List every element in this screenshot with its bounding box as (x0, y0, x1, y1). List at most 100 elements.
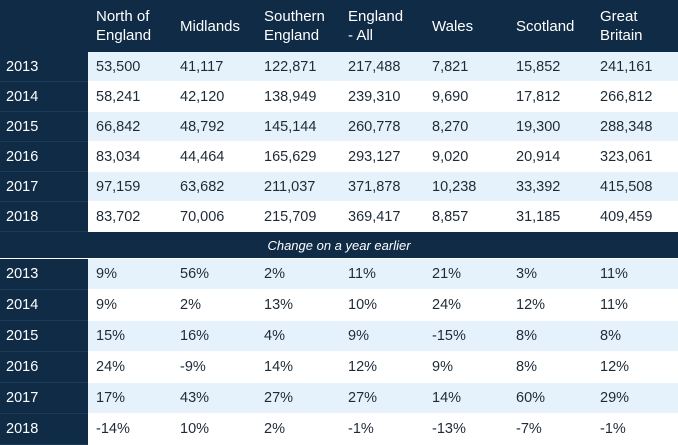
table-row: 2015 15% 16% 4% 9% -15% 8% 8% (0, 320, 678, 352)
cell: 165,629 (256, 141, 340, 172)
cell: 31,185 (508, 201, 592, 232)
cell: 60% (508, 382, 592, 414)
cell: 14% (424, 382, 508, 414)
cell: 58,241 (88, 81, 172, 112)
cell: 83,034 (88, 141, 172, 172)
cell: 21% (424, 258, 508, 290)
cell: 7,821 (424, 52, 508, 82)
cell: 42,120 (172, 81, 256, 112)
cell: 3% (508, 258, 592, 290)
cell: 122,871 (256, 52, 340, 82)
row-year: 2017 (0, 382, 88, 414)
cell: 20,914 (508, 141, 592, 172)
cell: 12% (508, 289, 592, 321)
cell: 12% (592, 351, 678, 383)
cell: 211,037 (256, 171, 340, 202)
cell: 9% (88, 258, 172, 290)
table-row: 2014 58,241 42,120 138,949 239,310 9,690… (0, 81, 678, 112)
column-header: Southern England (256, 0, 340, 52)
table-row: 2017 97,159 63,682 211,037 371,878 10,23… (0, 171, 678, 202)
cell: 43% (172, 382, 256, 414)
cell: 11% (592, 258, 678, 290)
table-row: 2013 9% 56% 2% 11% 21% 3% 11% (0, 258, 678, 290)
cell: 288,348 (592, 111, 678, 142)
cell: 241,161 (592, 52, 678, 82)
cell: 371,878 (340, 171, 424, 202)
cell: 33,392 (508, 171, 592, 202)
cell: 10% (172, 413, 256, 445)
row-year: 2014 (0, 289, 88, 321)
cell: 9% (88, 289, 172, 321)
cell: 17,812 (508, 81, 592, 112)
cell: 41,117 (172, 52, 256, 82)
column-header: Great Britain (592, 0, 678, 52)
header-row: North of England Midlands Southern Engla… (0, 0, 678, 52)
cell: -7% (508, 413, 592, 445)
cell: 260,778 (340, 111, 424, 142)
cell: 8,857 (424, 201, 508, 232)
row-year: 2016 (0, 351, 88, 383)
table-row: 2016 24% -9% 14% 12% 9% 8% 12% (0, 351, 678, 383)
cell: 97,159 (88, 171, 172, 202)
section-divider-row: Change on a year earlier (0, 231, 678, 259)
column-header: Scotland (508, 0, 592, 52)
table-row: 2015 66,842 48,792 145,144 260,778 8,270… (0, 111, 678, 142)
table-row: 2018 -14% 10% 2% -1% -13% -7% -1% (0, 413, 678, 445)
cell: 9,690 (424, 81, 508, 112)
cell: 2% (256, 258, 340, 290)
column-header: Wales (424, 0, 508, 52)
cell: 56% (172, 258, 256, 290)
table-row: 2013 53,500 41,117 122,871 217,488 7,821… (0, 52, 678, 82)
cell: 83,702 (88, 201, 172, 232)
cell: 11% (592, 289, 678, 321)
row-year: 2018 (0, 413, 88, 445)
cell: -15% (424, 320, 508, 352)
row-year: 2013 (0, 258, 88, 290)
cell: 17% (88, 382, 172, 414)
cell: 9% (340, 320, 424, 352)
row-year: 2014 (0, 81, 88, 112)
cell: 239,310 (340, 81, 424, 112)
cell: 217,488 (340, 52, 424, 82)
cell: -14% (88, 413, 172, 445)
table-row: 2018 83,702 70,006 215,709 369,417 8,857… (0, 201, 678, 232)
section-label: Change on a year earlier (0, 231, 678, 259)
cell: 27% (256, 382, 340, 414)
cell: 12% (340, 351, 424, 383)
cell: 24% (88, 351, 172, 383)
cell: 10% (340, 289, 424, 321)
cell: 2% (172, 289, 256, 321)
counts-section: 2013 53,500 41,117 122,871 217,488 7,821… (0, 52, 678, 259)
cell: 9% (424, 351, 508, 383)
cell: 15% (88, 320, 172, 352)
cell: 145,144 (256, 111, 340, 142)
cell: 8% (508, 351, 592, 383)
table-row: 2016 83,034 44,464 165,629 293,127 9,020… (0, 141, 678, 172)
cell: 266,812 (592, 81, 678, 112)
cell: 415,508 (592, 171, 678, 202)
cell: -1% (592, 413, 678, 445)
cell: 215,709 (256, 201, 340, 232)
cell: -13% (424, 413, 508, 445)
row-year: 2013 (0, 52, 88, 82)
cell: 66,842 (88, 111, 172, 142)
cell: 8,270 (424, 111, 508, 142)
row-year: 2016 (0, 141, 88, 172)
cell: 44,464 (172, 141, 256, 172)
column-header: Midlands (172, 0, 256, 52)
cell: 48,792 (172, 111, 256, 142)
row-year: 2015 (0, 320, 88, 352)
cell: 27% (340, 382, 424, 414)
cell: 2% (256, 413, 340, 445)
cell: 4% (256, 320, 340, 352)
cell: -1% (340, 413, 424, 445)
cell: 19,300 (508, 111, 592, 142)
cell: 11% (340, 258, 424, 290)
table-row: 2014 9% 2% 13% 10% 24% 12% 11% (0, 289, 678, 321)
cell: 9,020 (424, 141, 508, 172)
cell: 63,682 (172, 171, 256, 202)
row-year: 2017 (0, 171, 88, 202)
cell: 53,500 (88, 52, 172, 82)
cell: -9% (172, 351, 256, 383)
cell: 138,949 (256, 81, 340, 112)
